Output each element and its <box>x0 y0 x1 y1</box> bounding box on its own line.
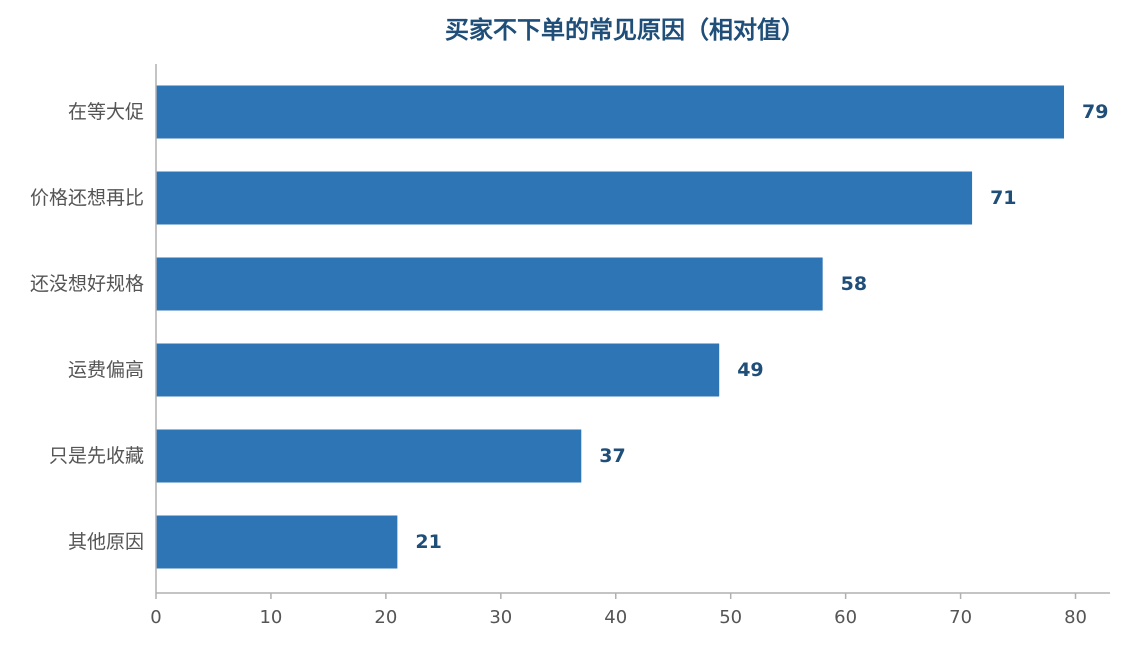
chart-title: 买家不下单的常见原因（相对值） <box>445 16 805 44</box>
x-tick-label-4: 40 <box>604 607 627 628</box>
bar-0 <box>156 85 1065 139</box>
x-tick-label-3: 30 <box>489 607 512 628</box>
bars-layer <box>156 85 1065 569</box>
bar-3 <box>156 343 720 397</box>
category-label-1: 价格还想再比 <box>30 187 144 209</box>
bar-5 <box>156 515 398 569</box>
x-tick-label-8: 80 <box>1064 607 1087 628</box>
data-label-1: 71 <box>990 187 1016 209</box>
data-label-3: 49 <box>737 359 763 381</box>
x-tick-label-7: 70 <box>949 607 972 628</box>
data-label-4: 37 <box>599 445 625 467</box>
x-tick-label-1: 10 <box>259 607 282 628</box>
data-label-5: 21 <box>415 531 441 553</box>
data-label-0: 79 <box>1082 101 1108 123</box>
x-tick-label-0: 0 <box>150 607 161 628</box>
category-label-2: 还没想好规格 <box>30 273 144 295</box>
x-tick-label-2: 20 <box>374 607 397 628</box>
x-tick-label-5: 50 <box>719 607 742 628</box>
bar-2 <box>156 257 823 311</box>
data-labels: 79 71 58 49 37 21 <box>415 101 1108 553</box>
category-label-3: 运费偏高 <box>68 359 144 381</box>
category-label-0: 在等大促 <box>68 101 144 123</box>
axes: 0 10 20 30 40 50 60 70 80 <box>150 64 1110 628</box>
x-tick-label-6: 60 <box>834 607 857 628</box>
bar-4 <box>156 429 582 483</box>
category-label-5: 其他原因 <box>68 531 144 553</box>
bar-1 <box>156 171 973 225</box>
category-label-4: 只是先收藏 <box>49 445 144 467</box>
data-label-2: 58 <box>841 273 867 295</box>
